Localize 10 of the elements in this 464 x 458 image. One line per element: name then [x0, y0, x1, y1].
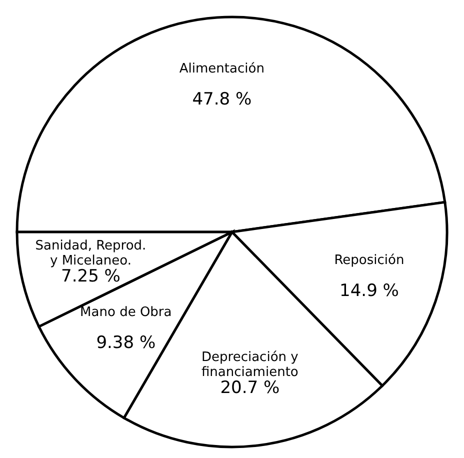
slice-label: Alimentación	[179, 61, 264, 76]
data-label: 14.9 %	[340, 280, 399, 301]
data-label: 9.38 %	[96, 332, 156, 353]
slice-label: Mano de Obra	[80, 304, 172, 320]
data-label: 47.8 %	[192, 89, 252, 110]
data-label: 7.25 %	[61, 266, 120, 287]
slice-label: Reposición	[334, 252, 404, 268]
slice-label: Sanidad, Reprod. y Micelaneo.	[35, 238, 146, 269]
slice-label: Depreciación y financiamiento	[201, 350, 299, 380]
data-label: 20.7 %	[220, 378, 280, 398]
